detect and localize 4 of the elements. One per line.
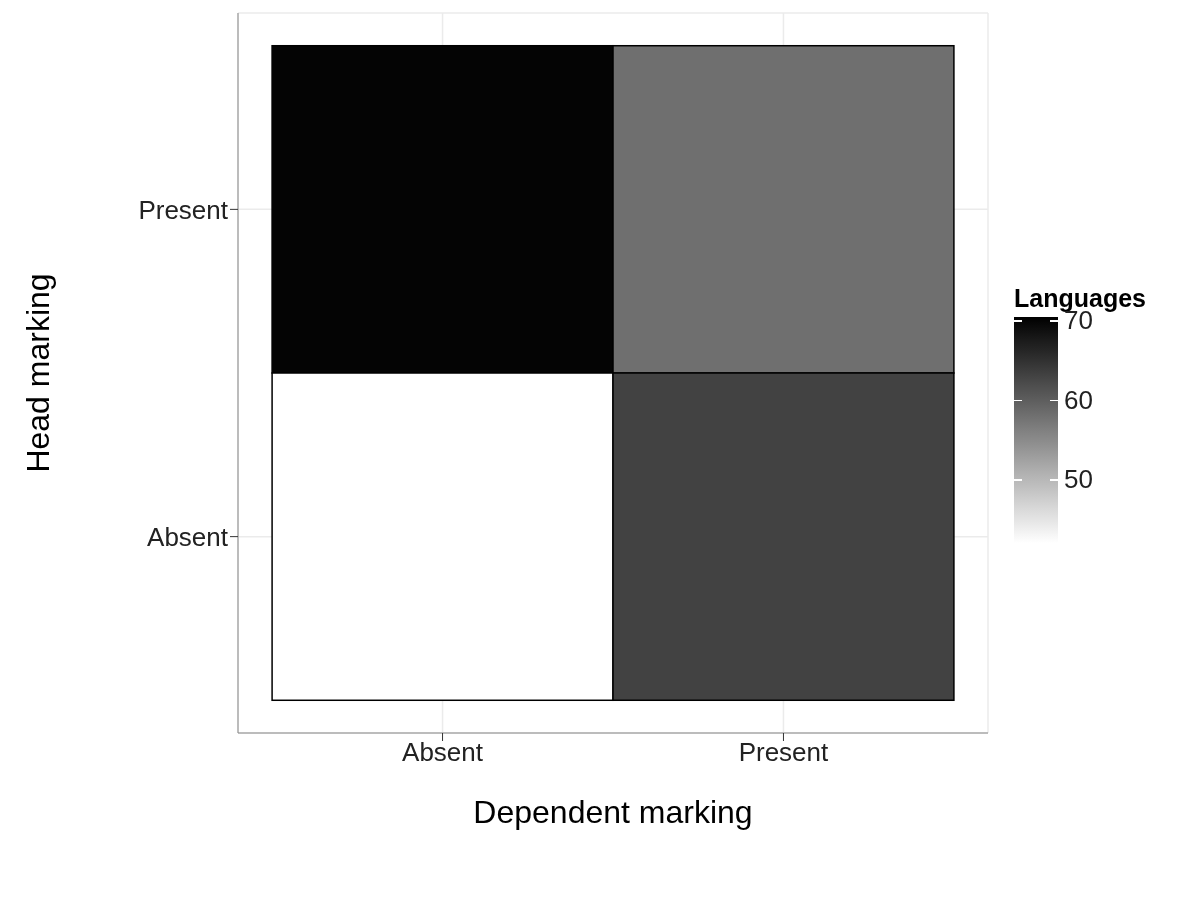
y-axis-title: Head marking [20,273,57,473]
x-axis-title: Dependent marking [473,794,753,830]
color-bar-label: 60 [1064,384,1093,415]
color-bar-label: 50 [1064,464,1093,495]
